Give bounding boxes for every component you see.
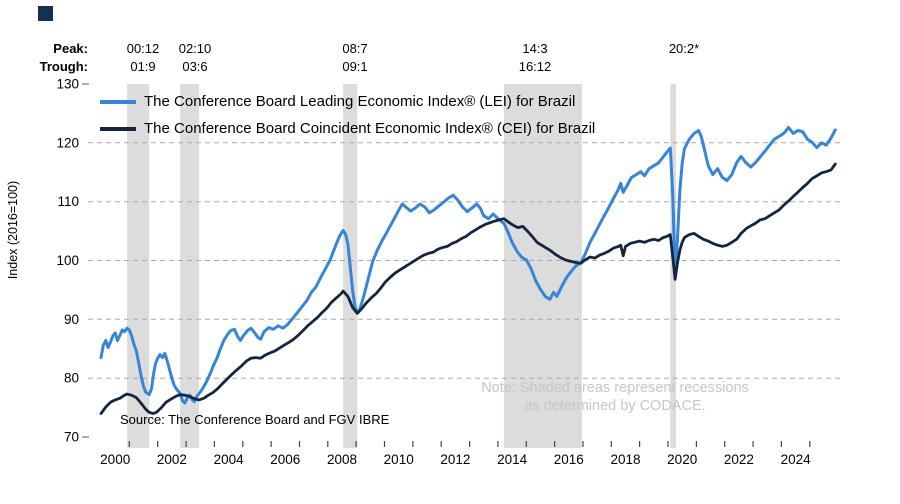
x-tick-label: 2008 bbox=[327, 452, 357, 467]
x-tick-label: 2018 bbox=[610, 452, 640, 467]
recession-band bbox=[503, 84, 582, 448]
recession-footnote-line1: Note: Shaded areas represent recessions bbox=[481, 380, 749, 396]
x-tick-label: 2010 bbox=[384, 452, 414, 467]
peak-date-label: 08:7 bbox=[342, 41, 368, 56]
y-axis-title: Index (2016=100) bbox=[6, 180, 20, 280]
lei-legend-label: The Conference Board Leading Economic In… bbox=[144, 93, 576, 110]
cei-legend-label: The Conference Board Coincident Economic… bbox=[144, 120, 596, 137]
y-tick-label: 130 bbox=[56, 77, 79, 92]
recession-footnote: Note: Shaded areas represent recessions … bbox=[455, 379, 775, 415]
trough-date-label: 16:12 bbox=[518, 59, 552, 74]
peak-row-label: Peak: bbox=[53, 41, 88, 56]
x-tick-label: 2022 bbox=[724, 452, 754, 467]
y-tick-label: 70 bbox=[64, 430, 79, 445]
cei-line-swatch bbox=[100, 126, 136, 131]
source-note: Source: The Conference Board and FGV IBR… bbox=[120, 412, 390, 427]
x-tick-label: 2002 bbox=[157, 452, 187, 467]
legend-item-cei: The Conference Board Coincident Economic… bbox=[100, 115, 595, 142]
peak-date-label: 20:2* bbox=[668, 41, 700, 56]
lei-line-swatch bbox=[100, 99, 136, 104]
recession-band bbox=[180, 84, 200, 448]
trough-date-label: 01:9 bbox=[130, 59, 156, 74]
lei-line bbox=[99, 126, 837, 405]
peak-date-label: 00:12 bbox=[126, 41, 160, 56]
trough-row-label: Trough: bbox=[39, 59, 88, 74]
x-tick-label: 2000 bbox=[100, 452, 130, 467]
trough-date-label: 09:1 bbox=[342, 59, 368, 74]
y-tick-label: 80 bbox=[64, 371, 79, 386]
x-tick-label: 2006 bbox=[270, 452, 300, 467]
recession-band bbox=[127, 84, 150, 448]
x-tick-label: 2016 bbox=[554, 452, 584, 467]
y-tick-label: 90 bbox=[64, 312, 79, 327]
y-tick-label: 100 bbox=[56, 253, 79, 268]
brand-mark bbox=[38, 6, 53, 21]
x-tick-label: 2012 bbox=[440, 452, 470, 467]
x-tick-label: 2004 bbox=[214, 452, 245, 467]
y-tick-label: 120 bbox=[56, 135, 79, 150]
recession-footnote-line2: as determined by CODACE. bbox=[524, 398, 706, 414]
cei-line bbox=[99, 162, 837, 415]
chart-legend: The Conference Board Leading Economic In… bbox=[100, 88, 595, 142]
peak-date-label: 14:3 bbox=[522, 41, 548, 56]
peak-date-label: 02:10 bbox=[178, 41, 212, 56]
legend-item-lei: The Conference Board Leading Economic In… bbox=[100, 88, 595, 115]
x-tick-label: 2024 bbox=[781, 452, 812, 467]
trough-date-label: 03:6 bbox=[182, 59, 208, 74]
x-tick-label: 2020 bbox=[667, 452, 697, 467]
x-tick-label: 2014 bbox=[497, 452, 528, 467]
y-tick-label: 110 bbox=[57, 194, 79, 209]
